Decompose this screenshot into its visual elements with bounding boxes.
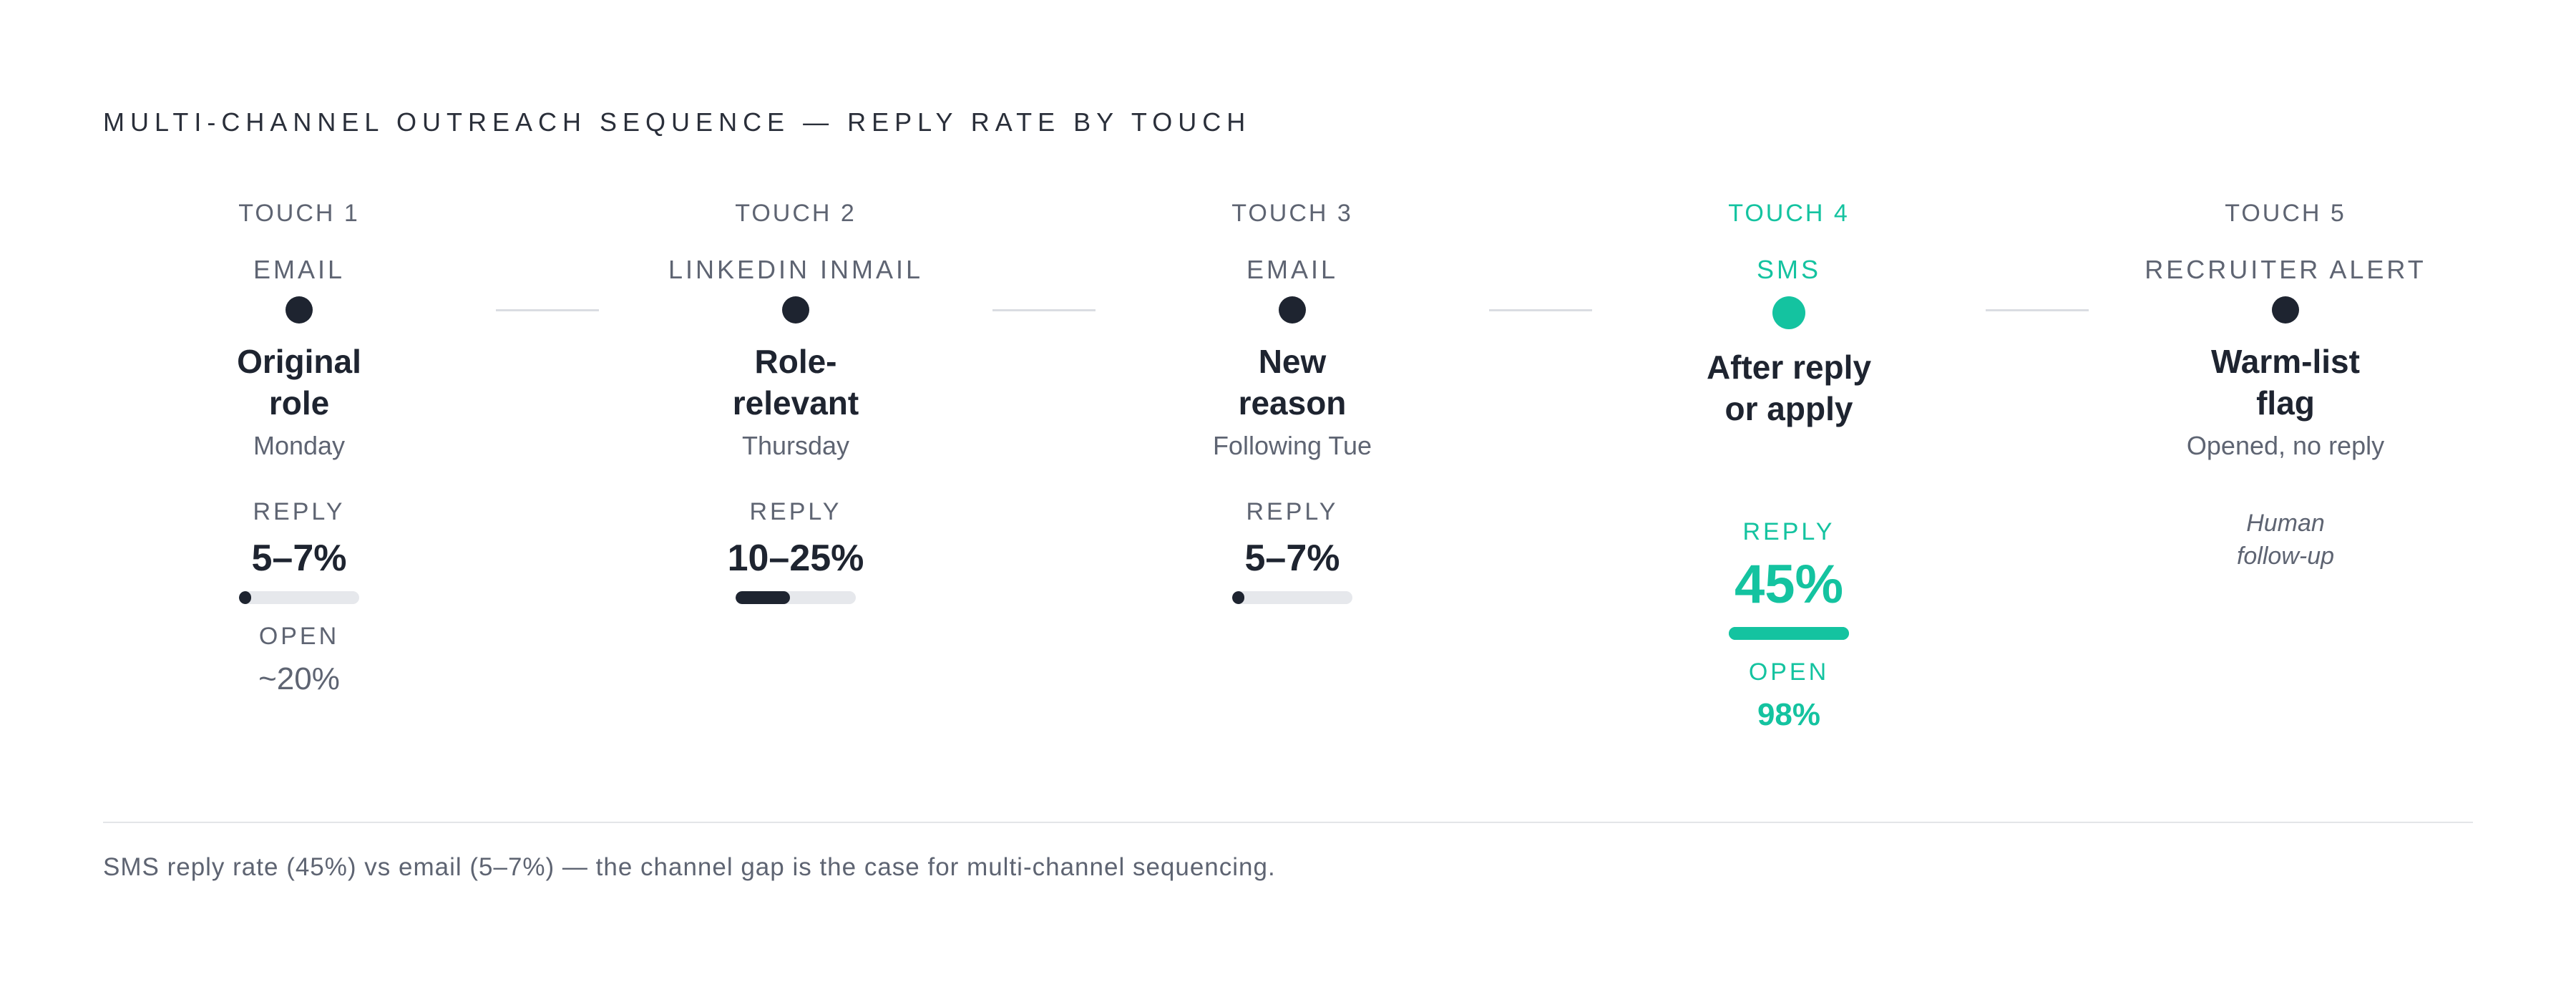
connector-line — [496, 309, 599, 311]
touch-label: TOUCH 5 — [2225, 200, 2346, 227]
touch-heading: New reason — [1238, 343, 1347, 422]
touch-1: TOUCH 1 EMAIL Original role Monday REPLY 5–7%… — [99, 193, 499, 700]
reply-value: 5–7% — [1244, 538, 1340, 579]
channel-label: EMAIL — [1246, 255, 1339, 284]
reply-bar — [239, 591, 359, 604]
reply-label: REPLY — [1742, 518, 1835, 545]
touch-label: TOUCH 1 — [238, 200, 360, 227]
touch-timing — [1589, 434, 1989, 470]
open-label: OPEN — [1748, 658, 1830, 686]
touch-heading: Role- relevant — [732, 343, 859, 422]
open-label: OPEN — [258, 623, 340, 650]
connector-line — [1986, 309, 2089, 311]
touch-timing: Following Tue — [1212, 431, 1372, 460]
touch-heading: After reply or apply — [1706, 349, 1872, 427]
connector-line — [1489, 309, 1592, 311]
touch-label: TOUCH 4 — [1728, 200, 1850, 227]
reply-bar — [1729, 627, 1849, 640]
channel-label: LINKEDIN INMAIL — [668, 255, 924, 284]
touch-timing: Monday — [253, 431, 346, 460]
touch-4: TOUCH 4 SMS After reply or apply REPLY 45% OP… — [1589, 193, 1989, 736]
touch-label: TOUCH 3 — [1231, 200, 1353, 227]
reply-label: REPLY — [1246, 498, 1339, 525]
footnote: SMS reply rate (45%) vs email (5–7%) — t… — [103, 853, 1276, 881]
reply-label: REPLY — [253, 498, 346, 525]
reply-bar — [736, 591, 856, 604]
reply-bar-fill — [1232, 591, 1244, 604]
touch-heading: Original role — [237, 343, 361, 422]
open-value: 98% — [1757, 697, 1821, 732]
connector-line — [992, 309, 1096, 311]
reply-bar-fill — [239, 591, 251, 604]
touch-2: TOUCH 2 LINKEDIN INMAIL Role- relevant Thur… — [595, 193, 996, 604]
touch-5: TOUCH 5 RECRUITER ALERT Warm-list flag Open… — [2085, 193, 2486, 573]
channel-label: SMS — [1756, 255, 1821, 284]
open-value: ~20% — [258, 661, 340, 696]
step-dot-icon — [782, 296, 809, 324]
touch-note: Human follow-up — [2236, 510, 2335, 570]
reply-value: 10–25% — [727, 538, 864, 579]
reply-value: 5–7% — [251, 538, 347, 579]
reply-bar-fill — [736, 591, 790, 604]
step-dot-icon — [286, 296, 313, 324]
step-dot-icon — [1772, 296, 1805, 329]
reply-bar — [1232, 591, 1352, 604]
touch-timing: Opened, no reply — [2186, 431, 2385, 460]
step-dot-icon — [2272, 296, 2299, 324]
touch-label: TOUCH 2 — [735, 200, 857, 227]
touch-3: TOUCH 3 EMAIL New reason Following Tue REPLY… — [1092, 193, 1493, 604]
divider — [103, 822, 2473, 823]
channel-label: EMAIL — [253, 255, 346, 284]
step-dot-icon — [1279, 296, 1306, 324]
reply-label: REPLY — [749, 498, 842, 525]
touch-heading: Warm-list flag — [2211, 343, 2360, 422]
reply-bar-fill — [1729, 627, 1849, 640]
reply-value: 45% — [1734, 554, 1844, 615]
touch-timing: Thursday — [741, 431, 850, 460]
channel-label: RECRUITER ALERT — [2145, 255, 2426, 284]
page-title: MULTI-CHANNEL OUTREACH SEQUENCE — REPLY … — [103, 107, 1252, 137]
